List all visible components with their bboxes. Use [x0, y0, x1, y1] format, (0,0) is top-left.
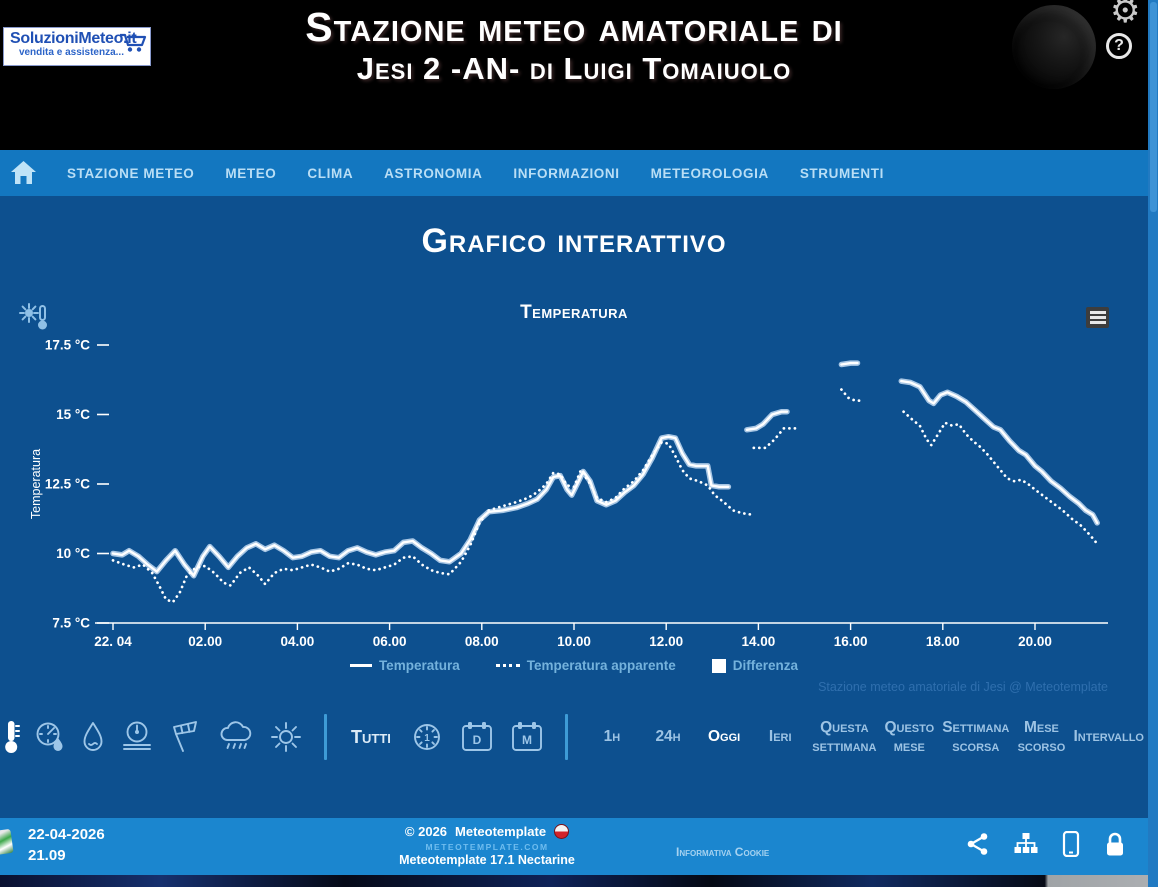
nav-item-clima[interactable]: CLIMA [307, 165, 354, 181]
site-link[interactable]: METEOTEMPLATE.COM [425, 842, 549, 852]
range-oggi-button[interactable]: Oggi [708, 728, 741, 746]
site-title-line2: Jesi 2 -AN- di Luigi Tomaiuolo [356, 51, 792, 87]
calendar-day-icon[interactable]: D [459, 719, 495, 755]
rain-cloud-icon[interactable] [218, 720, 254, 754]
svg-text:04.00: 04.00 [281, 634, 315, 649]
svg-text:22. 04: 22. 04 [94, 634, 132, 649]
legend-item-temperatura[interactable]: Temperatura [349, 658, 460, 673]
range-questa-settimana-button[interactable]: Questa settimana [812, 718, 877, 755]
legend-item-differenza[interactable]: Differenza [711, 658, 798, 673]
soluzionimeteo-logo[interactable]: SoluzioniMeteo.it vendita e assistenza..… [3, 27, 151, 66]
windsock-icon[interactable] [168, 719, 204, 755]
nav-item-stazione-meteo[interactable]: STAZIONE METEO [67, 165, 195, 181]
lock-icon[interactable] [1104, 831, 1126, 857]
svg-text:20.00: 20.00 [1018, 634, 1052, 649]
footer-date: 22-04-2026 [28, 826, 105, 843]
nav-item-strumenti[interactable]: STRUMENTI [799, 165, 884, 181]
thermometer-icon[interactable] [2, 718, 20, 756]
gear-icon[interactable]: ⚙ [1110, 0, 1141, 30]
temperature-section-icon [19, 303, 47, 330]
dotted-line-marker [495, 664, 520, 667]
svg-text:12.00: 12.00 [649, 634, 683, 649]
range-settimana-scorsa-button[interactable]: Settimana scorsa [942, 718, 1010, 755]
brand-link[interactable]: Meteotemplate [455, 824, 547, 839]
svg-text:1: 1 [424, 733, 430, 744]
site-title-line1: Stazione meteo amatoriale di [305, 4, 843, 50]
template-version: Meteotemplate 17.1 Nectarine [399, 853, 575, 867]
help-icon[interactable]: ? [1106, 33, 1132, 59]
svg-text:M: M [522, 733, 532, 747]
nav-item-meteorologia[interactable]: METEOROLOGIA [650, 165, 769, 181]
main-nav: STAZIONE METEO METEO CLIMA ASTRONOMIA IN… [0, 150, 1148, 196]
square-marker [711, 658, 726, 673]
svg-text:06.00: 06.00 [373, 634, 407, 649]
chart-title: Temperatura [520, 302, 628, 323]
svg-text:08.00: 08.00 [465, 634, 499, 649]
logo-subtext: vendita e assistenza... [18, 47, 124, 58]
range-1h-button[interactable]: 1h [603, 728, 621, 746]
main-content: Grafico interattivo Temperatura 22. 04 02… [0, 196, 1148, 818]
barometer-icon[interactable] [120, 720, 154, 754]
svg-text:15 °C: 15 °C [56, 407, 90, 422]
svg-text:16.00: 16.00 [834, 634, 868, 649]
copyright-text: © 2026 [404, 824, 448, 839]
show-all-button[interactable]: Tutti [351, 726, 391, 747]
raindrop-icon[interactable] [80, 720, 106, 754]
mobile-phone-icon[interactable] [1062, 831, 1080, 857]
svg-text:14.00: 14.00 [742, 634, 776, 649]
svg-text:10 °C: 10 °C [56, 546, 90, 561]
home-icon[interactable] [10, 159, 37, 186]
solid-line-marker [349, 664, 372, 667]
nav-item-meteo[interactable]: METEO [225, 165, 277, 181]
clock-1h-icon[interactable]: 1 [409, 719, 445, 755]
cookie-policy-link[interactable]: Informativa Cookie [676, 845, 770, 859]
footer-time: 21.09 [28, 847, 66, 864]
chart-legend: Temperatura Temperatura apparente Differ… [0, 658, 1148, 673]
toolbar-separator [564, 714, 568, 760]
logo-text: SoluzioniMeteo.it [10, 30, 137, 47]
moon-phase-image [1012, 5, 1096, 89]
range-24h-button[interactable]: 24h [655, 728, 681, 746]
chart-menu-button[interactable] [1086, 307, 1109, 328]
calendar-month-icon[interactable]: M [509, 719, 545, 755]
svg-text:7.5 °C: 7.5 °C [52, 616, 90, 631]
page-scrollbar[interactable] [1148, 0, 1158, 887]
thermo-hygro-gauge-icon[interactable] [34, 720, 66, 754]
range-mese-scorso-button[interactable]: Mese scorso [1017, 718, 1066, 755]
range-questo-mese-button[interactable]: Questo mese [884, 718, 935, 755]
nav-item-informazioni[interactable]: INFORMAZIONI [513, 165, 620, 181]
svg-text:12.5 °C: 12.5 °C [45, 477, 90, 492]
temperature-chart[interactable]: 22. 04 02.00 04.00 06.00 08.00 10.00 12.00 14.0… [0, 330, 1148, 660]
svg-text:02.00: 02.00 [188, 634, 222, 649]
site-title: Stazione meteo amatoriale di Jesi 2 -AN-… [0, 4, 1148, 87]
share-icon[interactable] [966, 832, 990, 856]
footer-favicon [0, 828, 14, 856]
range-intervallo-button[interactable]: Intervallo [1073, 728, 1144, 746]
czech-flag-icon [554, 824, 570, 839]
svg-text:18.00: 18.00 [926, 634, 960, 649]
chart-credit: Stazione meteo amatoriale di Jesi @ Mete… [818, 680, 1108, 694]
svg-text:17.5 °C: 17.5 °C [45, 338, 90, 353]
page-title: Grafico interattivo [421, 222, 727, 260]
range-ieri-button[interactable]: Ieri [768, 728, 792, 746]
range-buttons: 1h 24h Oggi Ieri Questa settimana Questo… [584, 718, 1148, 757]
chart-toolbar: Tutti 1 D [0, 701, 1148, 773]
nav-item-astronomia[interactable]: ASTRONOMIA [384, 165, 483, 181]
shopping-cart-icon [120, 33, 147, 52]
toolbar-separator [324, 714, 327, 760]
sitemap-icon[interactable] [1014, 832, 1038, 856]
header: SoluzioniMeteo.it vendita e assistenza..… [0, 0, 1148, 150]
footer: 22-04-2026 21.09 © 2026 Meteotemplate ME… [0, 818, 1148, 875]
svg-text:D: D [473, 733, 482, 747]
sun-icon[interactable] [268, 719, 304, 755]
desktop-strip [0, 875, 1148, 887]
svg-text:Temperatura: Temperatura [29, 449, 43, 519]
svg-text:10.00: 10.00 [557, 634, 591, 649]
scrollbar-thumb[interactable] [1149, 2, 1157, 212]
legend-item-temperatura-apparente[interactable]: Temperatura apparente [495, 658, 676, 673]
